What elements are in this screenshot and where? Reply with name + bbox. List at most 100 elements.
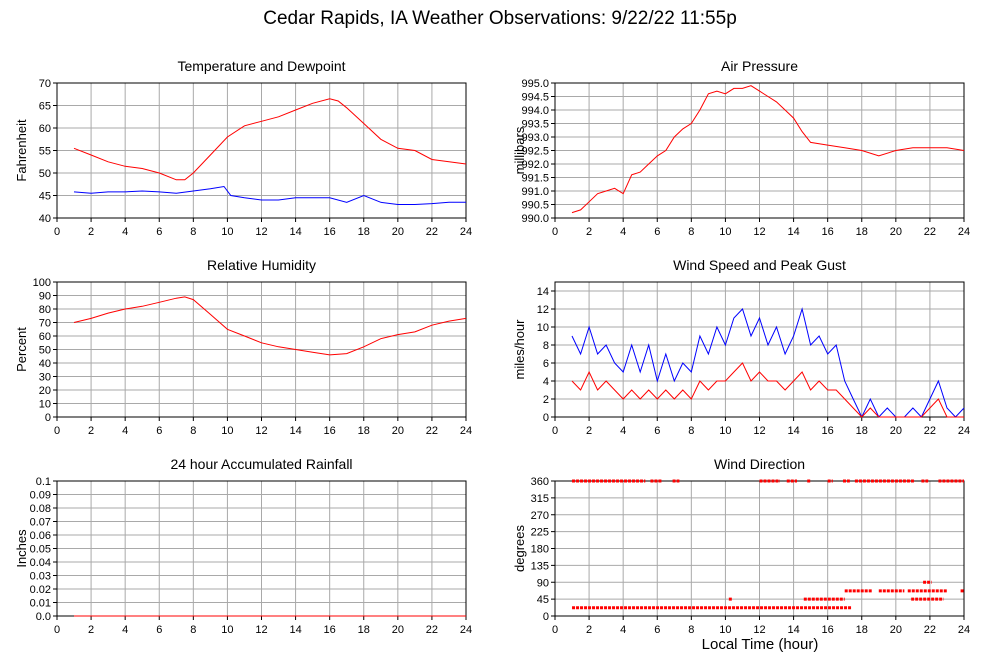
y-tick-label: 0 (543, 412, 549, 424)
x-tick-label: 22 (426, 226, 438, 238)
y-tick-label: 12 (537, 304, 549, 316)
y-tick-label: 40 (39, 213, 51, 225)
x-tick-label: 6 (156, 425, 162, 437)
y-tick-label: 0 (543, 611, 549, 623)
y-tick-label: 990.5 (521, 200, 549, 212)
x-tick-label: 2 (88, 425, 94, 437)
chart-title: Relative Humidity (207, 257, 316, 273)
y-tick-label: 993.5 (521, 119, 549, 131)
x-tick-label: 20 (890, 226, 902, 238)
y-tick-label: 315 (531, 493, 549, 505)
x-tick-label: 14 (289, 624, 301, 636)
x-tick-label: 2 (586, 425, 592, 437)
x-tick-label: 24 (460, 624, 472, 636)
x-tick-label: 0 (54, 624, 60, 636)
chart-title: Temperature and Dewpoint (177, 58, 345, 74)
x-tick-label: 20 (890, 624, 902, 636)
x-tick-label: 6 (654, 624, 660, 636)
x-tick-label: 10 (221, 226, 233, 238)
y-tick-label: 60 (39, 123, 51, 135)
x-tick-label: 8 (688, 226, 694, 238)
y-tick-label: 50 (39, 168, 51, 180)
x-tick-label: 16 (324, 624, 336, 636)
x-tick-label: 2 (586, 226, 592, 238)
x-tick-label: 0 (552, 226, 558, 238)
y-tick-label: 360 (531, 476, 549, 488)
y-tick-label: 2 (543, 394, 549, 406)
y-tick-label: 994.5 (521, 92, 549, 104)
x-tick-label: 4 (122, 425, 128, 437)
plot-frame (56, 281, 467, 418)
y-tick-label: 992.5 (521, 146, 549, 158)
y-tick-label: 30 (39, 372, 51, 384)
x-tick-label: 10 (719, 425, 731, 437)
y-tick-label: 990.0 (521, 213, 549, 225)
plot-frame (56, 82, 467, 219)
y-tick-label: 45 (537, 594, 549, 606)
x-tick-label: 14 (787, 624, 799, 636)
x-tick-label: 12 (255, 226, 267, 238)
y-tick-label: 70 (39, 318, 51, 330)
y-tick-label: 0.0 (36, 611, 51, 623)
y-tick-label: 135 (531, 560, 549, 572)
x-tick-label: 0 (552, 624, 558, 636)
x-tick-label: 24 (958, 226, 970, 238)
x-tick-label: 22 (924, 624, 936, 636)
x-tick-label: 18 (856, 425, 868, 437)
y-tick-label: 10 (39, 399, 51, 411)
x-tick-label: 24 (460, 425, 472, 437)
x-tick-label: 18 (856, 226, 868, 238)
y-tick-label: 60 (39, 331, 51, 343)
y-tick-label: 90 (537, 577, 549, 589)
x-tick-label: 16 (324, 425, 336, 437)
x-tick-label: 24 (958, 624, 970, 636)
y-tick-label: 100 (33, 277, 51, 289)
x-tick-label: 8 (190, 226, 196, 238)
y-tick-label: 270 (531, 510, 549, 522)
x-tick-label: 8 (688, 624, 694, 636)
x-tick-label: 22 (924, 226, 936, 238)
y-tick-label: 0 (45, 412, 51, 424)
x-tick-label: 4 (122, 226, 128, 238)
series-line-1 (571, 362, 964, 418)
y-tick-label: 55 (39, 146, 51, 158)
x-tick-label: 8 (190, 624, 196, 636)
chart-title: Air Pressure (721, 58, 798, 74)
y-tick-label: 225 (531, 527, 549, 539)
y-tick-label: 0.06 (30, 530, 51, 542)
x-tick-label: 18 (358, 226, 370, 238)
x-tick-label: 14 (289, 425, 301, 437)
y-tick-label: 50 (39, 345, 51, 357)
x-tick-label: 14 (289, 226, 301, 238)
x-tick-label: 2 (88, 226, 94, 238)
x-axis-label: Local Time (hour) (701, 636, 819, 653)
x-tick-label: 24 (460, 226, 472, 238)
y-tick-label: 45 (39, 191, 51, 203)
x-tick-label: 22 (426, 425, 438, 437)
y-tick-label: 0.07 (30, 517, 51, 529)
x-tick-label: 18 (358, 425, 370, 437)
x-tick-label: 4 (620, 226, 626, 238)
y-tick-label: 90 (39, 291, 51, 303)
x-tick-label: 12 (753, 226, 765, 238)
x-tick-label: 12 (753, 425, 765, 437)
x-tick-label: 24 (958, 425, 970, 437)
x-tick-label: 10 (221, 425, 233, 437)
x-tick-label: 10 (719, 226, 731, 238)
y-tick-label: 0.05 (30, 544, 51, 556)
x-tick-label: 8 (688, 425, 694, 437)
y-tick-label: 995.0 (521, 78, 549, 90)
series-line-0 (73, 98, 467, 181)
x-tick-label: 8 (190, 425, 196, 437)
y-tick-label: 6 (543, 358, 549, 370)
x-tick-label: 12 (753, 624, 765, 636)
y-tick-label: 4 (543, 376, 549, 388)
page-title: Cedar Rapids, IA Weather Observations: 9… (263, 8, 737, 29)
x-tick-label: 20 (392, 226, 404, 238)
x-tick-label: 10 (719, 624, 731, 636)
x-tick-label: 0 (552, 425, 558, 437)
